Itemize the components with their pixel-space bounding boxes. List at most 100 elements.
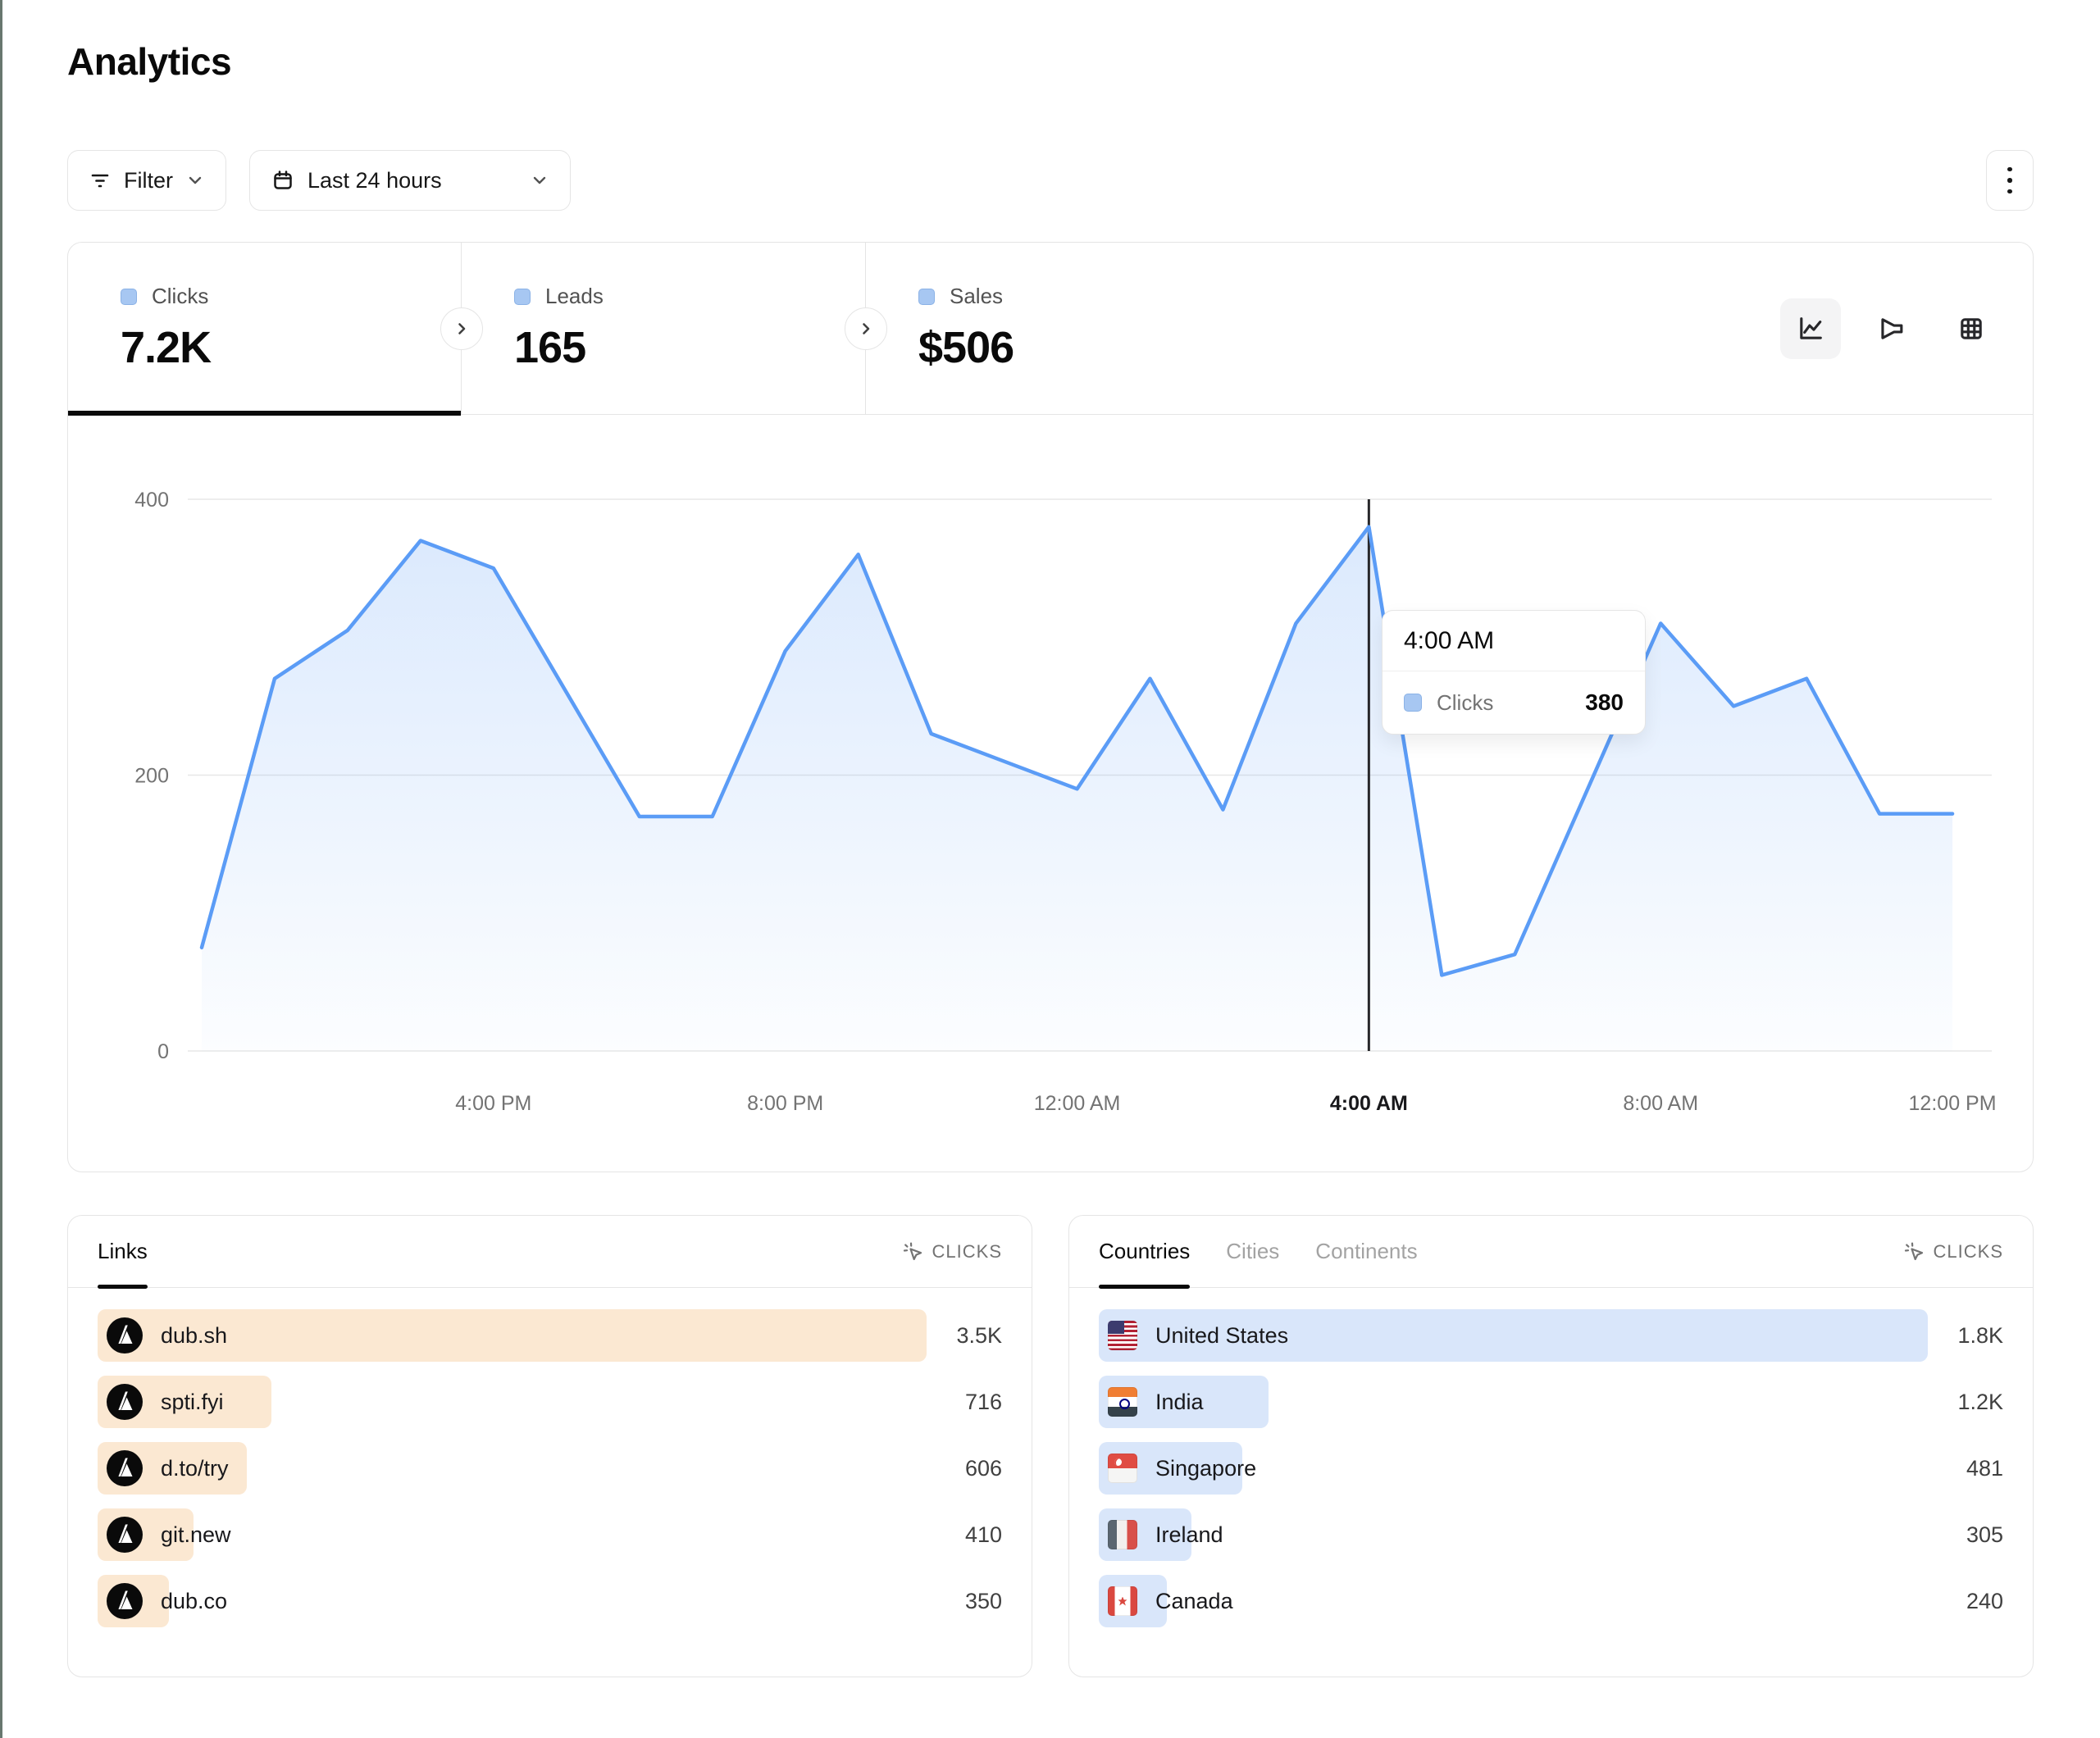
- line-chart-icon: [1800, 317, 1822, 339]
- more-options-button[interactable]: [1986, 150, 2034, 211]
- line-chart-view-button[interactable]: [1780, 298, 1841, 359]
- funnel-chart-view-button[interactable]: [1861, 298, 1921, 359]
- table-grid-icon: [1961, 318, 1982, 339]
- list-item-label: Singapore: [1155, 1455, 1257, 1481]
- links-panel-header: Links CLICKS: [68, 1216, 1032, 1289]
- list-item-label: Canada: [1155, 1588, 1233, 1613]
- links-metric-label: CLICKS: [932, 1240, 1002, 1262]
- stats-tabs-row: Clicks 7.2K Leads 165 Sales $506: [68, 243, 2033, 416]
- stat-label: Clicks: [152, 284, 209, 308]
- countries-tab-countries[interactable]: Countries: [1099, 1216, 1191, 1289]
- dub-logo-icon: [107, 1384, 143, 1420]
- y-axis-tick-label: 0: [157, 1040, 169, 1063]
- chevron-down-icon: [189, 176, 202, 184]
- x-axis-tick-label: 4:00 AM: [1330, 1092, 1408, 1115]
- countries-metric-selector[interactable]: CLICKS: [1902, 1240, 2003, 1263]
- list-item-content: United States: [1099, 1321, 1288, 1350]
- clicks-time-series-chart[interactable]: 0 200 400 4:00 PM 8:00 PM 12:00 AM 4:00 AM 8:00…: [68, 415, 2034, 1173]
- x-axis-tick-label: 12:00 AM: [1034, 1092, 1121, 1115]
- breakdown-panels: Links CLICKS dub.sh 3.5K spti.fyi 716 d.…: [67, 1215, 2034, 1677]
- list-item-content: dub.sh: [98, 1317, 227, 1354]
- tooltip-series-row: Clicks 380: [1383, 671, 1645, 734]
- toolbar: Filter Last 24 hours: [67, 150, 2034, 211]
- y-axis-tick-label: 200: [134, 765, 169, 788]
- dub-logo-icon: [107, 1517, 143, 1553]
- link-row-d-to-try[interactable]: d.to/try 606: [98, 1442, 1002, 1495]
- area-chart-svg: 0 200 400 4:00 PM 8:00 PM 12:00 AM 4:00 AM 8:00…: [134, 489, 1997, 1115]
- country-row-ireland[interactable]: Ireland 305: [1099, 1508, 2003, 1561]
- country-row-india[interactable]: India 1.2K: [1099, 1376, 2003, 1428]
- expand-clicks-chevron-button[interactable]: [440, 307, 483, 350]
- link-row-spti-fyi[interactable]: spti.fyi 716: [98, 1376, 1002, 1428]
- list-item-value: 481: [1966, 1455, 2003, 1481]
- list-item-label: United States: [1155, 1322, 1289, 1348]
- list-item-value: 1.2K: [1957, 1389, 2003, 1414]
- expand-leads-chevron-button[interactable]: [845, 307, 887, 350]
- filter-button[interactable]: Filter: [67, 150, 226, 211]
- app-edge-strip: [0, 0, 2, 1738]
- series-chip-icon: [514, 288, 531, 305]
- list-item-value: 3.5K: [956, 1322, 1002, 1348]
- list-item-content: Ireland: [1099, 1520, 1223, 1549]
- stat-label: Leads: [545, 284, 604, 308]
- stat-tab-top: Sales: [918, 284, 2033, 309]
- country-row-canada[interactable]: Canada 240: [1099, 1575, 2003, 1627]
- in-flag-icon: [1108, 1387, 1137, 1417]
- links-list: dub.sh 3.5K spti.fyi 716 d.to/try 606 gi…: [68, 1288, 1032, 1627]
- stat-value: $506: [918, 323, 1014, 372]
- series-chip-icon: [918, 288, 935, 305]
- country-row-singapore[interactable]: Singapore 481: [1099, 1442, 2003, 1495]
- filter-button-label: Filter: [124, 167, 173, 193]
- x-axis-tick-label: 4:00 PM: [455, 1092, 531, 1115]
- ca-flag-icon: [1108, 1586, 1137, 1616]
- stat-tab-clicks[interactable]: Clicks 7.2K: [68, 243, 462, 416]
- dub-logo-icon: [107, 1317, 143, 1354]
- kebab-icon: [2007, 166, 2012, 194]
- list-item-value: 350: [964, 1588, 1002, 1613]
- countries-tab-continents[interactable]: Continents: [1315, 1239, 1418, 1263]
- list-item-label: Ireland: [1155, 1522, 1223, 1547]
- dub-logo-icon: [107, 1583, 143, 1619]
- countries-metric-label: CLICKS: [1933, 1240, 2003, 1262]
- tooltip-time-label: 4:00 AM: [1383, 611, 1645, 671]
- list-item-content: India: [1099, 1387, 1204, 1417]
- series-chip-icon: [121, 288, 137, 305]
- value-bar: [1099, 1309, 1928, 1362]
- ie-flag-icon: [1108, 1520, 1137, 1549]
- stat-value: 7.2K: [121, 323, 212, 372]
- list-item-content: git.new: [98, 1517, 231, 1553]
- list-item-value: 606: [964, 1455, 1002, 1481]
- country-row-united-states[interactable]: United States 1.8K: [1099, 1309, 2003, 1362]
- link-row-dub-sh[interactable]: dub.sh 3.5K: [98, 1309, 1002, 1362]
- stat-tab-sales[interactable]: Sales $506: [866, 243, 2033, 414]
- chevron-right-icon: [458, 323, 466, 334]
- stat-tab-top: Clicks: [121, 284, 461, 309]
- date-range-button[interactable]: Last 24 hours: [249, 150, 571, 211]
- sg-flag-icon: [1108, 1454, 1137, 1483]
- links-metric-selector[interactable]: CLICKS: [901, 1240, 1002, 1263]
- list-item-label: dub.co: [161, 1588, 228, 1613]
- countries-list: United States 1.8K India 1.2K Singapore …: [1069, 1288, 2033, 1627]
- countries-panel-tabs: Countries Cities Continents: [1099, 1216, 1418, 1289]
- countries-panel: Countries Cities Continents CLICKS United …: [1068, 1215, 2034, 1677]
- stat-label: Sales: [950, 284, 1004, 308]
- list-item-label: India: [1155, 1389, 1204, 1414]
- links-tab-links[interactable]: Links: [98, 1216, 148, 1289]
- tooltip-series-label: Clicks: [1437, 689, 1494, 715]
- us-flag-icon: [1108, 1321, 1137, 1350]
- list-item-value: 305: [1966, 1522, 2003, 1547]
- list-item-content: dub.co: [98, 1583, 227, 1619]
- table-view-button[interactable]: [1941, 298, 2002, 359]
- x-axis-tick-label: 12:00 PM: [1909, 1092, 1997, 1115]
- stat-tab-leads[interactable]: Leads 165: [462, 243, 866, 414]
- list-item-content: Singapore: [1099, 1454, 1256, 1483]
- stat-value: 165: [514, 323, 586, 372]
- x-axis-tick-label: 8:00 AM: [1623, 1092, 1698, 1115]
- y-axis-tick-label: 400: [134, 489, 169, 512]
- stat-tab-top: Leads: [514, 284, 865, 309]
- calendar-icon: [274, 171, 292, 189]
- countries-tab-cities[interactable]: Cities: [1226, 1239, 1280, 1263]
- link-row-dub-co[interactable]: dub.co 350: [98, 1575, 1002, 1627]
- funnel-chart-icon: [1881, 318, 1903, 339]
- link-row-git-new[interactable]: git.new 410: [98, 1508, 1002, 1561]
